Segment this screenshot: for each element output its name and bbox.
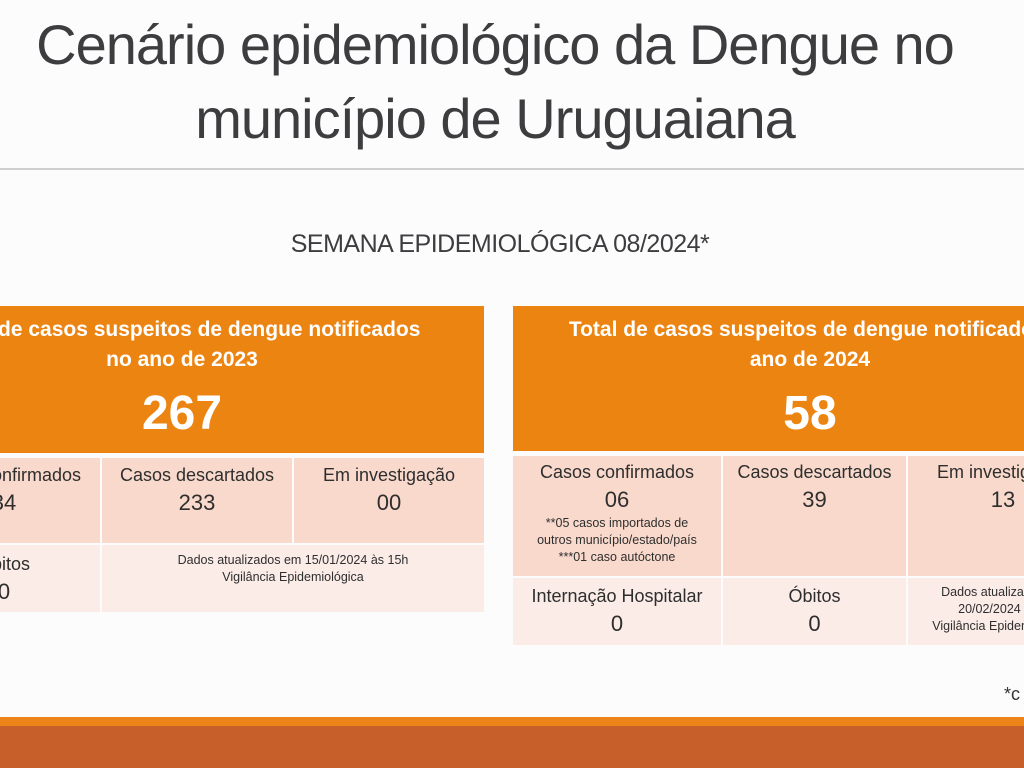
confirmed-cell: Casos confirmados 34 [0,458,100,543]
update-line-1: Dados atualizados em [941,585,1024,599]
deaths-label: Óbitos [0,554,31,574]
total-cases: 267 [141,387,223,440]
footnote-marker: *c [1004,684,1021,704]
investigation-label: Em investigação [936,462,1024,482]
update-line-2: 20/02/2024 às 1 [958,602,1024,616]
deaths-value: 0 [808,611,821,636]
epidemiological-week: SEMANA EPIDEMIOLÓGICA 08/2024* [290,230,710,258]
footer-bar [0,726,1024,768]
confirmed-note-2: outros município/estado/país [537,533,697,547]
header-line-2: ano de 2024 [749,348,871,371]
confirmed-label: Casos confirmados [539,462,695,482]
investigation-value: 00 [376,490,402,515]
discarded-label: Casos descartados [119,465,275,485]
deaths-cell: Óbitos 0 [723,578,906,645]
investigation-cell: Em investigação 00 [294,458,484,543]
discarded-value: 39 [802,487,827,512]
title-line-2: município de Uruguaiana [195,87,796,150]
investigation-cell: Em investigação 13 [908,456,1024,576]
discarded-label: Casos descartados [737,462,892,482]
deaths-cell: Óbitos 0 [0,545,100,612]
title-line-1: Cenário epidemiológico da Dengue no [36,13,955,76]
update-cell: Dados atualizados em 20/02/2024 às 1 Vig… [908,578,1024,645]
total-cases: 58 [783,387,837,440]
confirmed-note-1: **05 casos importados de [545,516,689,530]
update-date: Dados atualizados em 15/01/2024 às 15h [177,553,409,567]
hospitalization-value: 0 [610,611,624,636]
hospitalization-cell: Internação Hospitalar 0 [513,578,721,645]
table-2024-header: Total de casos suspeitos de dengue notif… [513,306,1024,451]
footer-accent-bar [0,717,1024,726]
update-cell: Dados atualizados em 15/01/2024 às 15h V… [102,545,484,612]
confirmed-value: 06 [604,487,630,512]
header-line-2: no ano de 2023 [106,348,258,371]
update-line-3: Vigilância Epidemiológica [932,619,1024,633]
header-line-1: Total de casos suspeitos de dengue notif… [568,318,1024,341]
confirmed-value: 34 [0,490,17,515]
table-2023-header: Total de casos suspeitos de dengue notif… [0,306,484,453]
header-line-1: Total de casos suspeitos de dengue notif… [0,318,421,341]
investigation-label: Em investigação [322,465,456,485]
update-source: Vigilância Epidemiológica [222,570,364,584]
discarded-cell: Casos descartados 233 [102,458,292,543]
deaths-label: Óbitos [788,586,841,606]
discarded-value: 233 [178,490,216,515]
confirmed-cell: Casos confirmados 06 **05 casos importad… [513,456,721,576]
deaths-value: 0 [0,579,11,604]
title-divider [0,168,1024,170]
hospitalization-label: Internação Hospitalar [531,586,703,606]
investigation-value: 13 [990,487,1016,512]
discarded-cell: Casos descartados 39 [723,456,906,576]
confirmed-label: Casos confirmados [0,465,82,485]
confirmed-note-3: ***01 caso autóctone [558,550,676,564]
